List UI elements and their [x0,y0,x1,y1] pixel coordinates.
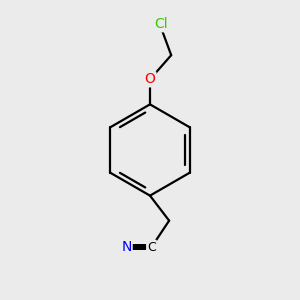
Text: N: N [121,240,132,254]
Text: O: O [145,72,155,86]
Text: Cl: Cl [154,17,168,31]
Text: C: C [147,241,156,254]
